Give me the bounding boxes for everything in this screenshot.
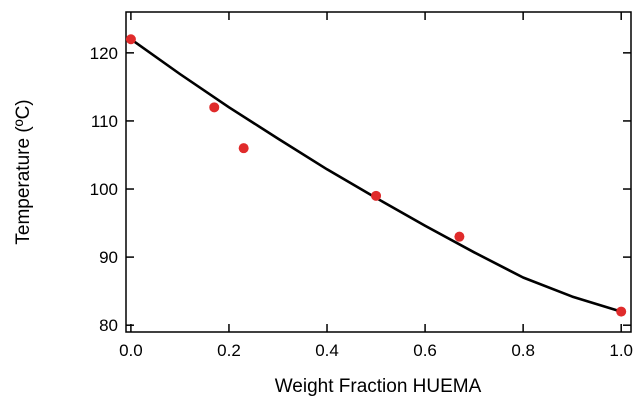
x-tick-label: 0.0 [119,341,143,360]
fit-curve [130,38,622,313]
data-point [616,306,627,317]
y-tick-label: 120 [90,44,118,63]
x-tick-label: 0.2 [217,341,241,360]
x-axis-label: Weight Fraction HUEMA [275,376,482,397]
y-axis-label: Temperature (ºC) [13,99,34,244]
data-point [125,34,136,45]
y-tick-label: 80 [99,316,118,335]
x-tick-label: 0.6 [413,341,437,360]
x-tick-label: 0.8 [511,341,535,360]
data-point [209,102,220,113]
series-layer [125,34,627,317]
x-axis-ticks: 0.0 0.2 0.4 0.6 0.8 1.0 [119,12,633,360]
y-tick-label: 110 [91,112,118,131]
y-tick-label: 100 [90,180,118,199]
y-axis-ticks: 80 90 100 110 120 [90,44,631,335]
plot-frame [125,11,632,333]
data-point [371,190,382,201]
data-point [238,143,249,154]
y-tick-label: 90 [99,248,118,267]
x-tick-label: 1.0 [609,341,633,360]
data-point [454,231,465,242]
x-tick-label: 0.4 [315,341,339,360]
